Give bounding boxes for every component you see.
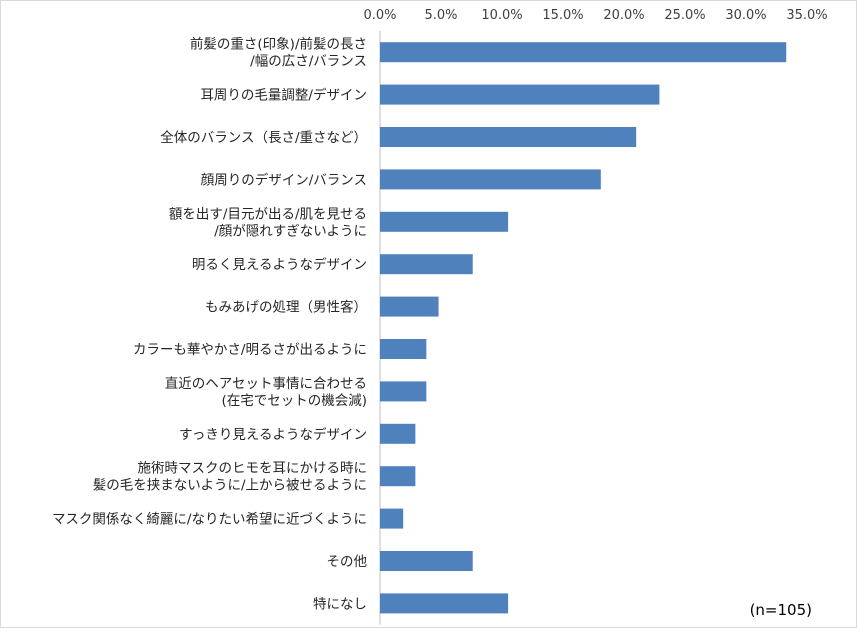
category-label: 明るく見えるようなデザイン [192,256,367,273]
bar [380,84,660,105]
x-tick-label: 5.0% [424,8,457,23]
x-tick-label: 30.0% [725,8,766,23]
bar [380,466,416,487]
x-tick-label: 20.0% [603,8,644,23]
x-tick-label: 15.0% [542,8,583,23]
category-label: もみあげの処理（男性客） [205,299,367,316]
bar-chart: 0.0% 5.0% 10.0% 15.0% 20.0% 25.0% 30.0% 35.0% 前髪… [52,8,828,625]
category-label: 額を出す/目元が出る/肌を見せる [169,206,367,222]
chart-container: 0.0% 5.0% 10.0% 15.0% 20.0% 25.0% 30.0% 35.0% 前髪… [0,0,857,628]
bar [380,211,509,232]
bar [380,508,404,529]
category-label: マスク関係なく綺麗に/なりたい希望に近づくように [52,512,367,528]
x-tick-label: 25.0% [664,8,705,23]
category-label: 髪の毛を挟まないように/上から被せるように [93,478,367,494]
bar [380,551,473,571]
category-label: /幅の広さ/バランス [250,54,367,70]
category-label: 耳周りの毛量調整/デザイン [200,87,367,104]
category-label: /顔が隠れすぎないように [214,223,367,239]
bar [380,254,473,275]
category-label: 施術時マスクのヒモを耳にかける時に [138,461,368,477]
category-label: 顔周りのデザイン/バランス [201,171,367,188]
category-label: 特になし [313,596,367,612]
bar [380,593,509,614]
bar [380,423,416,444]
x-tick-label: 0.0% [363,8,396,23]
x-tick-label: 35.0% [786,8,827,23]
x-tick-label: 10.0% [481,8,522,23]
bar [380,381,427,402]
category-label: すっきり見えるようなデザイン [179,426,367,443]
sample-size-note: (n=105) [749,601,812,619]
category-label: その他 [327,554,368,570]
bar [380,42,787,63]
bar [380,339,427,359]
category-label: カラーも華やかさ/明るさが出るように [133,342,367,358]
category-label: (在宅でセットの機会減) [221,392,367,409]
bar [380,296,439,317]
bar [380,169,601,190]
bar [380,127,637,147]
category-label: 全体のバランス（長さ/重さなど） [160,129,367,146]
category-label: 直近のヘアセット事情に合わせる [165,376,367,392]
category-label: 前髪の重さ(印象)/前髪の長さ [190,36,367,53]
